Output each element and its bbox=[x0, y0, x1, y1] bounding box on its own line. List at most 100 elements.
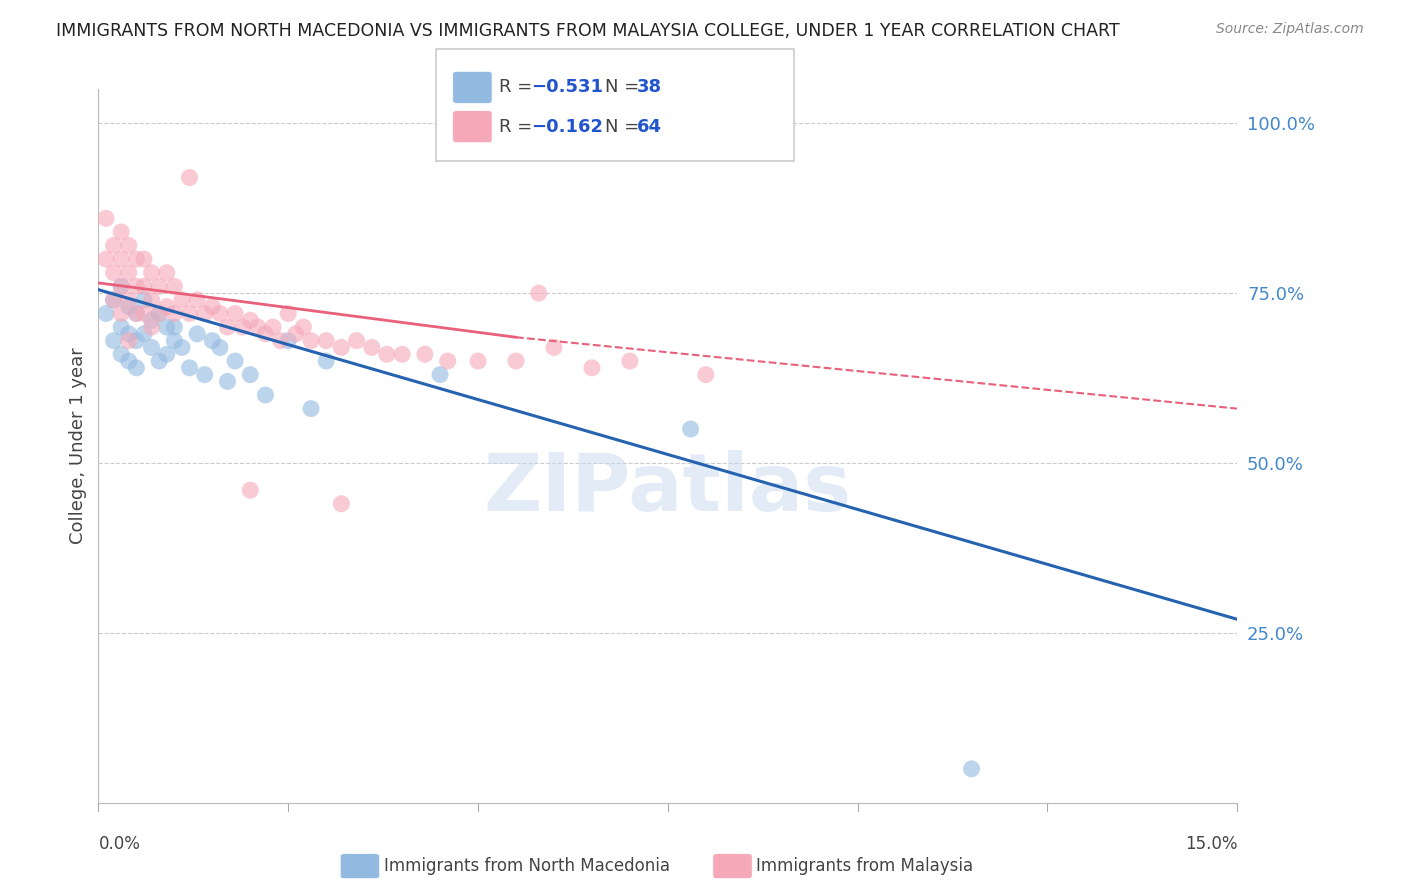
Point bbox=[695, 368, 717, 382]
Point bbox=[254, 388, 277, 402]
Point bbox=[103, 293, 125, 307]
Text: Immigrants from North Macedonia: Immigrants from North Macedonia bbox=[384, 857, 669, 875]
Point bbox=[505, 354, 527, 368]
Point bbox=[148, 279, 170, 293]
Point bbox=[201, 334, 224, 348]
Point bbox=[163, 334, 186, 348]
Point bbox=[110, 306, 132, 320]
Point bbox=[391, 347, 413, 361]
Point bbox=[110, 279, 132, 293]
Point bbox=[103, 334, 125, 348]
Point bbox=[118, 300, 141, 314]
Point bbox=[194, 368, 217, 382]
Point bbox=[254, 326, 277, 341]
Point bbox=[239, 368, 262, 382]
Point bbox=[110, 225, 132, 239]
Point bbox=[110, 320, 132, 334]
Point bbox=[141, 341, 163, 355]
Point bbox=[110, 279, 132, 293]
Text: Source: ZipAtlas.com: Source: ZipAtlas.com bbox=[1216, 22, 1364, 37]
Point bbox=[94, 252, 117, 266]
Point bbox=[125, 360, 148, 375]
Point bbox=[239, 483, 262, 498]
Point bbox=[132, 293, 155, 307]
Text: 38: 38 bbox=[637, 78, 662, 96]
Point bbox=[315, 354, 337, 368]
Point bbox=[141, 266, 163, 280]
Point bbox=[179, 306, 201, 320]
Point bbox=[118, 238, 141, 252]
Point bbox=[467, 354, 489, 368]
Text: IMMIGRANTS FROM NORTH MACEDONIA VS IMMIGRANTS FROM MALAYSIA COLLEGE, UNDER 1 YEA: IMMIGRANTS FROM NORTH MACEDONIA VS IMMIG… bbox=[56, 22, 1119, 40]
Point bbox=[179, 360, 201, 375]
Point bbox=[103, 266, 125, 280]
Point bbox=[581, 360, 603, 375]
Point bbox=[224, 306, 246, 320]
Point bbox=[132, 306, 155, 320]
Text: R =: R = bbox=[499, 118, 538, 136]
Text: 0.0%: 0.0% bbox=[98, 836, 141, 854]
Point bbox=[217, 320, 239, 334]
Point bbox=[330, 341, 353, 355]
Point bbox=[163, 279, 186, 293]
Point bbox=[299, 334, 322, 348]
Point bbox=[201, 300, 224, 314]
Point bbox=[125, 334, 148, 348]
Point bbox=[103, 293, 125, 307]
Point bbox=[163, 320, 186, 334]
Point bbox=[284, 326, 307, 341]
Point bbox=[299, 401, 322, 416]
Point bbox=[141, 293, 163, 307]
Point bbox=[170, 341, 193, 355]
Point bbox=[186, 293, 208, 307]
Y-axis label: College, Under 1 year: College, Under 1 year bbox=[69, 348, 87, 544]
Point bbox=[277, 306, 299, 320]
Point bbox=[413, 347, 436, 361]
Point bbox=[186, 326, 208, 341]
Point bbox=[163, 306, 186, 320]
Point bbox=[232, 320, 254, 334]
Text: ZIPatlas: ZIPatlas bbox=[484, 450, 852, 528]
Point bbox=[277, 334, 299, 348]
Point bbox=[148, 354, 170, 368]
Point bbox=[224, 354, 246, 368]
Point bbox=[262, 320, 284, 334]
Point bbox=[156, 266, 179, 280]
Point bbox=[141, 313, 163, 327]
Text: −0.162: −0.162 bbox=[531, 118, 603, 136]
Point bbox=[118, 334, 141, 348]
Point bbox=[132, 326, 155, 341]
Point bbox=[217, 375, 239, 389]
Point bbox=[125, 252, 148, 266]
Text: R =: R = bbox=[499, 78, 538, 96]
Point bbox=[436, 354, 458, 368]
Point bbox=[156, 320, 179, 334]
Point bbox=[179, 170, 201, 185]
Text: 15.0%: 15.0% bbox=[1185, 836, 1237, 854]
Point bbox=[246, 320, 269, 334]
Text: −0.531: −0.531 bbox=[531, 78, 603, 96]
Point bbox=[346, 334, 368, 348]
Point bbox=[94, 211, 117, 226]
Point bbox=[118, 354, 141, 368]
Point bbox=[118, 266, 141, 280]
Point bbox=[110, 252, 132, 266]
Point bbox=[543, 341, 565, 355]
Point bbox=[110, 347, 132, 361]
Point bbox=[239, 313, 262, 327]
Point bbox=[148, 306, 170, 320]
Point bbox=[679, 422, 702, 436]
Point bbox=[527, 286, 550, 301]
Point bbox=[118, 326, 141, 341]
Point bbox=[429, 368, 451, 382]
Point bbox=[208, 341, 231, 355]
Point bbox=[132, 279, 155, 293]
Point bbox=[375, 347, 398, 361]
Point bbox=[156, 300, 179, 314]
Point bbox=[960, 762, 983, 776]
Point bbox=[103, 238, 125, 252]
Text: N =: N = bbox=[605, 118, 644, 136]
Point bbox=[170, 293, 193, 307]
Point bbox=[118, 293, 141, 307]
Point bbox=[330, 497, 353, 511]
